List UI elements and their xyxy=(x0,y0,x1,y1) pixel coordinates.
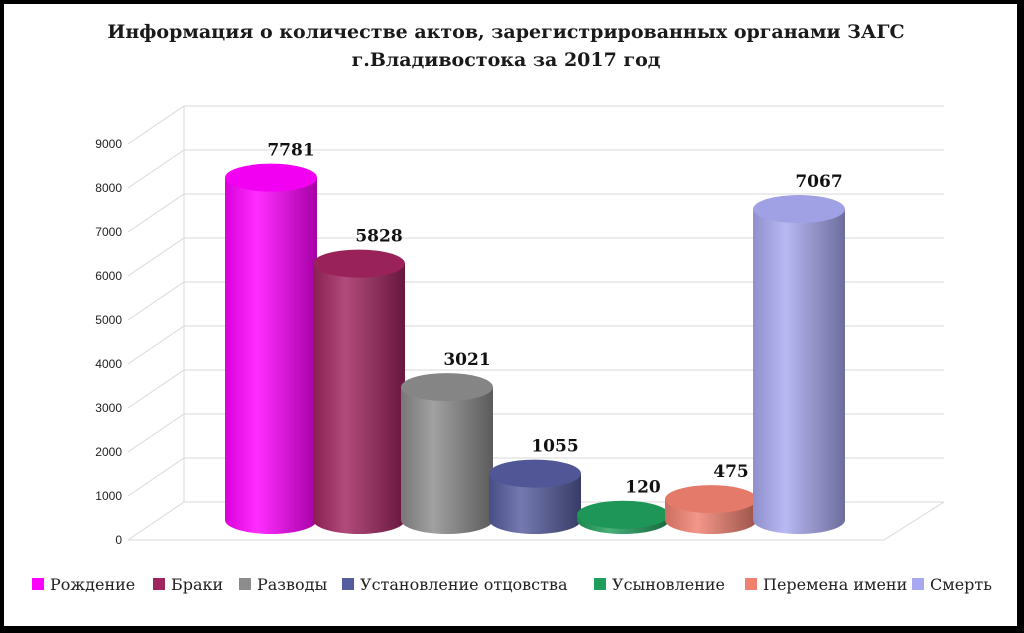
bar-1 xyxy=(313,249,405,534)
bar-3 xyxy=(489,459,581,534)
data-label: 5828 xyxy=(355,227,402,247)
bar-top xyxy=(665,485,757,514)
legend-label: Смерть xyxy=(930,575,992,594)
bar-body xyxy=(401,387,493,534)
y-tick-label: 4000 xyxy=(95,357,122,371)
y-tick-label: 7000 xyxy=(95,225,122,239)
bar-2 xyxy=(401,373,493,534)
chart-frame: Информация о количестве актов, зарегистр… xyxy=(4,4,1017,626)
y-axis: 0 1000 2000 3000 4000 5000 6000 7000 8000 9000 xyxy=(95,137,122,547)
bars xyxy=(225,163,845,535)
legend-item: Усыновление xyxy=(594,575,725,594)
y-tick-label: 0 xyxy=(115,533,122,547)
legend-item: Разводы xyxy=(239,575,328,594)
bar-6 xyxy=(753,195,845,534)
chart-canvas: Информация о количестве актов, зарегистр… xyxy=(32,21,992,594)
gridlines xyxy=(127,105,945,541)
bar-top xyxy=(225,163,317,192)
legend-label: Разводы xyxy=(257,575,328,594)
floor-edge xyxy=(128,501,945,541)
y-tick-label: 9000 xyxy=(95,137,122,151)
legend-label: Браки xyxy=(171,575,223,594)
bar-4 xyxy=(577,500,669,534)
bar-body xyxy=(489,473,581,534)
legend-label: Рождение xyxy=(50,575,135,594)
bar-top xyxy=(577,500,669,529)
legend-item: Браки xyxy=(153,575,223,594)
legend-label: Усыновление xyxy=(612,575,725,594)
data-label: 120 xyxy=(625,478,661,498)
legend-swatch xyxy=(239,578,251,590)
data-label: 475 xyxy=(713,462,749,482)
bar-top xyxy=(313,249,405,278)
y-tick-label: 2000 xyxy=(95,445,122,459)
chart-title-line-1: Информация о количестве актов, зарегистр… xyxy=(107,21,904,43)
y-tick-label: 3000 xyxy=(95,401,122,415)
bar-0 xyxy=(225,163,317,535)
data-label: 7067 xyxy=(795,172,842,192)
bar-body xyxy=(753,209,845,534)
data-labels: 7781 5828 3021 1055 120 475 7067 xyxy=(267,141,842,498)
y-tick-label: 1000 xyxy=(95,489,122,503)
legend-item: Рождение xyxy=(32,575,135,594)
y-tick-label: 6000 xyxy=(95,269,122,283)
data-label: 3021 xyxy=(443,350,490,370)
bar-top xyxy=(489,459,581,488)
legend-swatch xyxy=(745,578,757,590)
chart-title-line-2: г.Владивостока за 2017 год xyxy=(352,49,661,71)
legend-item: Установление отцовства xyxy=(342,575,568,594)
legend-item: Смерть xyxy=(912,575,992,594)
legend-label: Перемена имени xyxy=(763,575,907,594)
y-tick-label: 8000 xyxy=(95,181,122,195)
legend-swatch xyxy=(342,578,354,590)
bar-body xyxy=(225,177,317,535)
bar-body xyxy=(313,263,405,534)
legend-label: Установление отцовства xyxy=(360,575,568,594)
bar-top xyxy=(753,195,845,224)
bar-top xyxy=(401,373,493,402)
legend-swatch xyxy=(153,578,165,590)
legend-swatch xyxy=(912,578,924,590)
bar-5 xyxy=(665,485,757,534)
legend-swatch xyxy=(32,578,44,590)
gridline xyxy=(127,105,944,145)
legend: Рождение Браки Разводы Установление отцовст… xyxy=(32,575,992,594)
data-label: 7781 xyxy=(267,141,314,161)
legend-item: Перемена имени xyxy=(745,575,907,594)
y-tick-label: 5000 xyxy=(95,313,122,327)
legend-swatch xyxy=(594,578,606,590)
data-label: 1055 xyxy=(531,437,578,457)
